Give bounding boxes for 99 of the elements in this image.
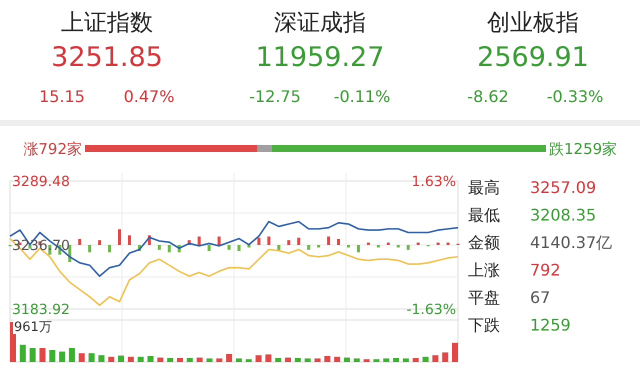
bar [88, 245, 92, 252]
bar [186, 358, 193, 362]
text: -0.33% [546, 87, 604, 106]
text: 上证指数 [61, 10, 153, 36]
bar [265, 354, 272, 362]
data-label: 涨792家 [23, 140, 82, 158]
bar [138, 356, 144, 362]
bar [314, 358, 320, 362]
bar [128, 356, 134, 362]
bar [98, 355, 104, 362]
bar [78, 353, 85, 362]
line-series [9, 220, 459, 277]
bar [218, 236, 221, 245]
text: 67 [530, 288, 550, 307]
bar [216, 358, 222, 362]
y2-tick-label: 1.63% [412, 174, 456, 190]
y-tick-label: 3289.48 [12, 174, 70, 190]
text: 1259 [530, 316, 571, 334]
text: 3208.35 [530, 206, 596, 224]
bar [364, 359, 370, 362]
bar [337, 238, 340, 245]
bar [294, 358, 301, 362]
bar [324, 356, 330, 362]
bar [432, 355, 438, 362]
bar [287, 240, 290, 245]
text: 平盘 [468, 288, 500, 307]
bar [39, 348, 46, 362]
text: -8.62 [467, 87, 509, 106]
bar [285, 358, 292, 362]
text: 4140.37亿 [530, 233, 612, 252]
text: 792 [530, 260, 561, 280]
bar [228, 245, 231, 250]
bar [167, 358, 174, 362]
text: 深证成指 [274, 10, 366, 36]
bar [157, 358, 164, 362]
bar [452, 342, 458, 362]
text: 11959.27 [256, 42, 384, 73]
bar [257, 238, 260, 245]
bar [88, 353, 95, 362]
annotation: 961万 [14, 320, 52, 335]
bar [118, 356, 124, 362]
bar [20, 344, 26, 362]
text: -12.75 [249, 87, 301, 106]
text: 3251.85 [51, 42, 163, 73]
text: 0.47% [124, 87, 174, 106]
bar [148, 356, 154, 362]
bar [108, 245, 112, 252]
bar [98, 240, 102, 245]
bar [406, 245, 410, 250]
bar [118, 229, 122, 245]
bar [128, 235, 131, 245]
bar [236, 358, 242, 362]
bar [30, 348, 36, 362]
text: 创业板指 [487, 10, 579, 36]
y2-tick-label: -1.63% [406, 302, 456, 318]
bar [196, 358, 203, 362]
bar [198, 236, 201, 245]
bar [206, 358, 212, 362]
text: 上涨 [468, 260, 500, 280]
bar [176, 358, 183, 362]
bar [344, 358, 350, 362]
bar [327, 236, 330, 245]
bar [412, 358, 419, 362]
bar [354, 358, 360, 362]
data-label: 跌1259家 [549, 140, 618, 158]
bar [49, 350, 56, 362]
text: 3257.09 [530, 178, 596, 197]
text: 金额 [468, 233, 500, 252]
text: -0.11% [334, 87, 390, 106]
bar [356, 245, 360, 252]
text: 15.15 [39, 87, 85, 106]
bar [256, 355, 262, 362]
bar [208, 245, 211, 252]
bar [226, 354, 232, 362]
bar [275, 358, 282, 362]
text: 最低 [468, 206, 500, 224]
bar [237, 245, 240, 252]
bar [304, 358, 311, 362]
bar [402, 358, 409, 362]
y-tick-label: 3183.92 [12, 302, 70, 318]
bar [158, 245, 161, 250]
bar [246, 359, 252, 362]
bar [297, 238, 300, 245]
bar [442, 352, 448, 362]
bar [373, 359, 380, 362]
bar [307, 245, 310, 250]
bar [383, 358, 390, 362]
bar [334, 356, 340, 362]
text: 2569.91 [477, 42, 589, 73]
bar [78, 238, 82, 245]
bar [68, 348, 75, 362]
bar [59, 352, 66, 362]
text: 最高 [468, 178, 500, 197]
bar [393, 358, 400, 362]
bar [267, 236, 270, 245]
text: 下跌 [468, 316, 500, 334]
bar [108, 356, 114, 362]
bar [422, 356, 429, 362]
bar [168, 245, 171, 252]
